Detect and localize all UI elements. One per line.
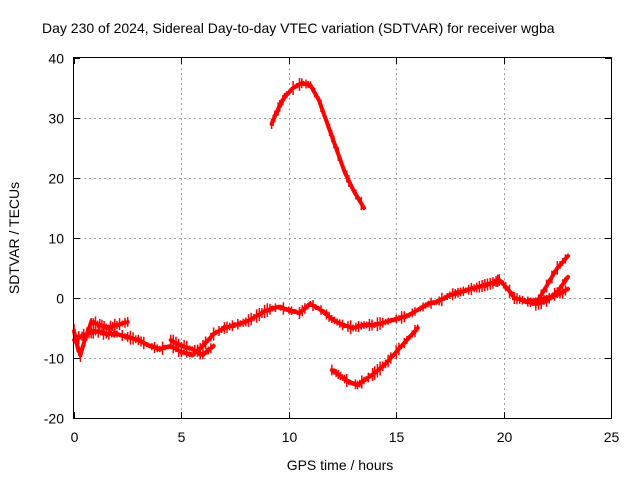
series-evening-rise [523, 253, 570, 311]
y-tick-label: 40 [48, 51, 64, 67]
data-series [72, 77, 570, 390]
y-tick-label: -10 [44, 351, 64, 367]
grid-lines [74, 58, 611, 418]
x-axis-label: GPS time / hours [287, 457, 394, 473]
series-upper-arc [269, 77, 366, 211]
y-tick-label: 0 [56, 291, 64, 307]
y-tick-label: -20 [44, 411, 64, 427]
chart-title: Day 230 of 2024, Sidereal Day-to-day VTE… [42, 20, 555, 36]
y-axis-label: SDTVAR / TECUs [6, 182, 22, 294]
series-line [269, 81, 366, 210]
plot-frame [73, 57, 612, 419]
x-tick-label: 10 [282, 429, 298, 445]
y-tick-label: 30 [48, 111, 64, 127]
series-evening-lower [533, 274, 570, 310]
x-tick-label: 15 [389, 429, 405, 445]
x-tick-label: 25 [604, 429, 620, 445]
series-early-branch [72, 316, 130, 362]
y-tick-label: 20 [48, 171, 64, 187]
x-tick-label: 0 [71, 429, 79, 445]
x-tick-label: 20 [497, 429, 513, 445]
x-tick-label: 5 [178, 429, 186, 445]
series-main-trace [72, 274, 570, 358]
y-tick-label: 10 [48, 231, 64, 247]
series-dip-branch [168, 334, 216, 360]
series-lower-arc [329, 324, 420, 390]
axis-ticks: -20 -10 0 10 20 30 40 0 5 10 15 20 25 [44, 51, 620, 446]
